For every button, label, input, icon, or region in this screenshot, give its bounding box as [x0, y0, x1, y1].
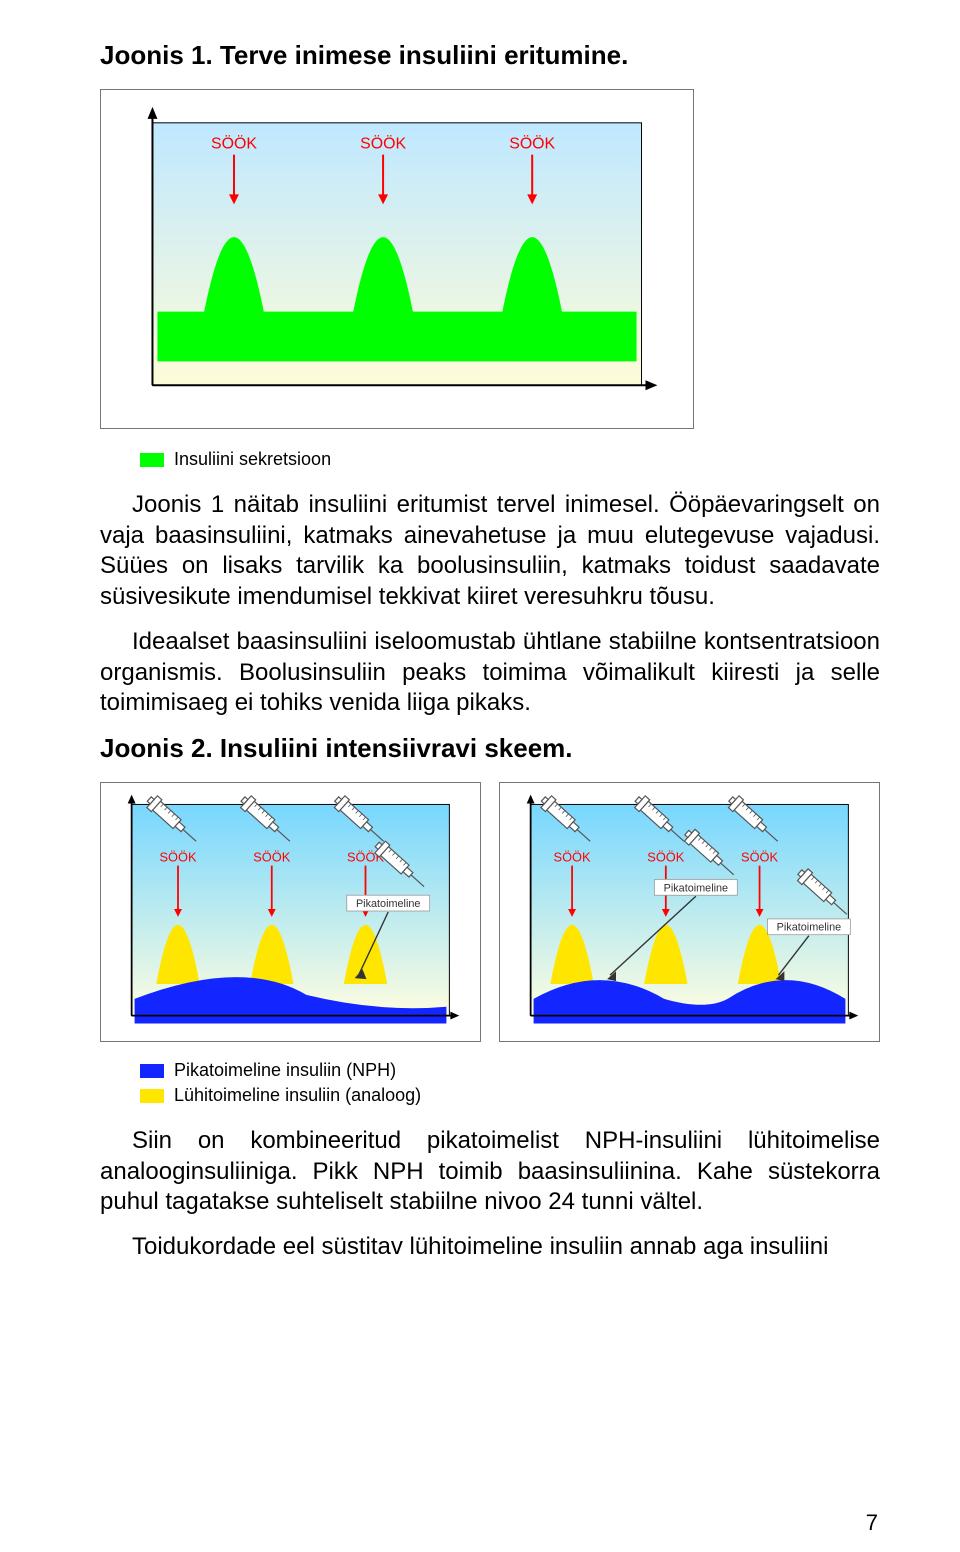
insulin-secretion-chart: SÖÖK SÖÖK SÖÖK — [104, 93, 690, 425]
insulin-regimen-chart-left: SÖÖKSÖÖKSÖÖKPikatoimeline — [104, 786, 477, 1038]
figure1-chart: SÖÖK SÖÖK SÖÖK — [100, 89, 694, 429]
legend-label: Insuliini sekretsioon — [174, 449, 331, 470]
legend-label-nph: Pikatoimeline insuliin (NPH) — [174, 1060, 396, 1081]
figure2-legend: Pikatoimeline insuliin (NPH) Lühitoimeli… — [100, 1060, 880, 1106]
legend-label-analog: Lühitoimeline insuliin (analoog) — [174, 1085, 421, 1106]
figure2-heading: Joonis 2. Insuliini intensiivravi skeem. — [100, 733, 880, 764]
page-number: 7 — [866, 1510, 878, 1536]
svg-text:SÖÖK: SÖÖK — [159, 850, 196, 865]
figure1-legend: Insuliini sekretsioon — [140, 449, 880, 470]
paragraph-1: Joonis 1 näitab insuliini eritumist terv… — [100, 490, 880, 613]
figure2-charts: SÖÖK SÖÖK SÖÖK Pikatoimeline SÖÖK SÖÖK SÖÖK Pi… — [100, 782, 880, 1042]
legend-swatch-blue — [140, 1064, 164, 1078]
svg-text:Pikatoimeline: Pikatoimeline — [664, 882, 729, 894]
paragraph-3: Siin on kombineeritud pikatoimelist NPH-… — [100, 1126, 880, 1218]
svg-text:SÖÖK: SÖÖK — [647, 850, 684, 865]
paragraph-2: Ideaalset baasinsuliini iseloomustab üht… — [100, 627, 880, 719]
svg-text:SÖÖK: SÖÖK — [360, 135, 406, 153]
figure1-heading: Joonis 1. Terve inimese insuliini eritum… — [100, 40, 880, 71]
svg-text:SÖÖK: SÖÖK — [554, 850, 591, 865]
legend-swatch-yellow — [140, 1089, 164, 1103]
svg-text:SÖÖK: SÖÖK — [253, 850, 290, 865]
svg-text:Pikatoimeline: Pikatoimeline — [356, 898, 421, 910]
figure2-right-panel: SÖÖK SÖÖK SÖÖK Pikatoimeline Pikatoimeline — [499, 782, 880, 1042]
legend-swatch-green — [140, 453, 164, 467]
svg-text:SÖÖK: SÖÖK — [509, 135, 555, 153]
insulin-regimen-chart-right: SÖÖK SÖÖK SÖÖK Pikatoimeline Pikatoimeline — [503, 786, 876, 1038]
paragraph-4: Toidukordade eel süstitav lühitoimeline … — [100, 1232, 880, 1263]
svg-text:SÖÖK: SÖÖK — [211, 135, 257, 153]
figure2-left-panel: SÖÖKSÖÖKSÖÖKPikatoimeline — [100, 782, 481, 1042]
svg-text:SÖÖK: SÖÖK — [741, 850, 778, 865]
svg-text:Pikatoimeline: Pikatoimeline — [777, 922, 841, 934]
